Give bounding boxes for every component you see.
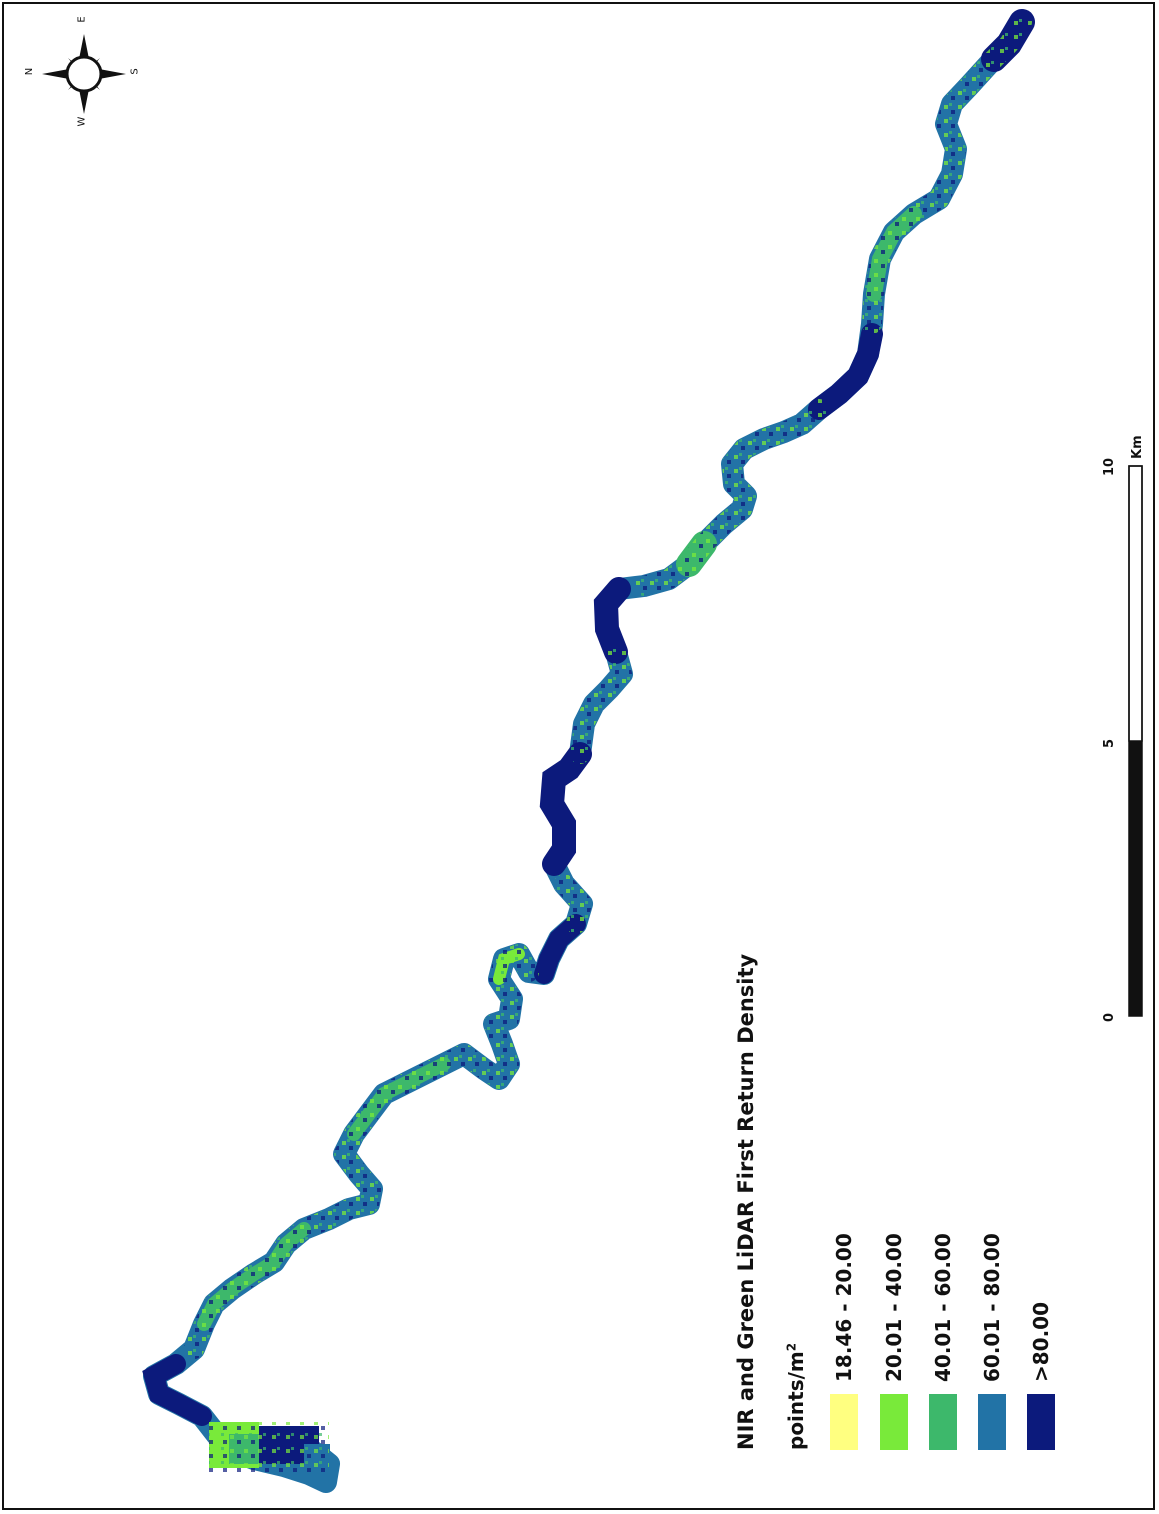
legend-title: NIR and Green LiDAR First Return Density — [734, 953, 758, 1450]
legend-label-5: >80.00 — [1029, 1301, 1053, 1382]
legend-swatch-2 — [880, 1394, 908, 1450]
legend-swatch-3 — [929, 1394, 957, 1450]
legend-units-base: points/m — [784, 1351, 808, 1450]
scale-label-0: 0 — [1102, 1012, 1117, 1022]
river-segment-dark — [142, 1354, 212, 1426]
legend-swatch-5 — [1027, 1394, 1055, 1450]
legend-label-1: 18.46 - 20.00 — [832, 1233, 856, 1382]
river-segment-dark — [534, 914, 586, 984]
compass-label-w: W — [76, 116, 88, 127]
scale-label-10: 10 — [1102, 457, 1117, 476]
compass-label-s: S — [129, 68, 141, 75]
legend-swatch-1 — [830, 1394, 858, 1450]
river-density-map[interactable] — [4, 4, 1155, 1510]
scale-unit: Km — [1130, 435, 1145, 459]
compass-needle-west — [79, 89, 89, 114]
compass-needle-north — [42, 69, 69, 79]
legend-label-4: 60.01 - 80.00 — [980, 1233, 1004, 1382]
scale-outline — [1128, 465, 1143, 1017]
scale-bar — [1128, 465, 1143, 1017]
river-speckle — [184, 12, 1032, 1359]
compass-ring — [65, 55, 103, 93]
legend-swatch-4 — [978, 1394, 1006, 1450]
compass-label-n: N — [24, 67, 36, 76]
scale-label-5: 5 — [1102, 738, 1117, 748]
river-segment-dark — [593, 577, 631, 664]
compass-needle-south — [99, 69, 126, 79]
compass-needle-east — [79, 34, 89, 59]
legend-label-3: 40.01 - 60.00 — [931, 1233, 955, 1382]
scale-segment-white — [1128, 465, 1143, 742]
scale-segment-black — [1129, 741, 1142, 1016]
legend-swatches — [830, 1394, 1055, 1450]
compass-rose — [42, 34, 126, 114]
delta-speckle — [209, 1422, 329, 1474]
legend-units: points/m2 — [784, 1343, 808, 1450]
compass-label-e: E — [76, 16, 88, 23]
river-segment-dark — [808, 323, 883, 420]
legend-label-2: 20.01 - 40.00 — [882, 1233, 906, 1382]
legend-units-exp: 2 — [784, 1342, 799, 1352]
river-segment-dark — [539, 742, 592, 876]
